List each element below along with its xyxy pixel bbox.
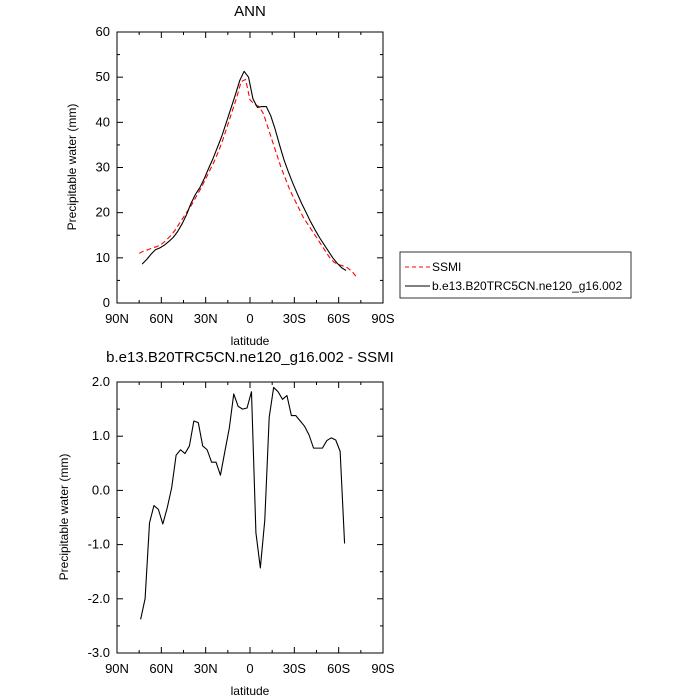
top-y-tick-label: 20: [96, 205, 110, 220]
top-y-tick-label: 40: [96, 114, 110, 129]
bottom-x-tick-label: 90S: [371, 661, 394, 676]
bottom-axis-ticks: 90N 60N 30N 0 30S 60S 90S 2.0 1.0 0.0 -1.0 -2.0 -3.0: [88, 374, 395, 676]
top-chart-title: ANN: [234, 3, 266, 20]
top-y-tick-label: 30: [96, 160, 110, 175]
top-x-tick-label: 0: [246, 311, 253, 326]
top-series-line-0: [138, 78, 357, 278]
bottom-y-tick-label: -3.0: [88, 645, 110, 660]
top-series-line-1: [141, 70, 347, 271]
bottom-y-tick-label: -1.0: [88, 537, 110, 552]
top-y-tick-label: 50: [96, 69, 110, 84]
top-panel: ANN 90N 60N 30N 0 30S 60S 90S 0 10 20 30 40 50 60 lat…: [65, 3, 395, 348]
top-y-tick-label: 10: [96, 250, 110, 265]
top-y-axis-title: Precipitable water (mm): [65, 104, 79, 231]
top-axis-ticks: 90N 60N 30N 0 30S 60S 90S 0 10 20 30 40 50 60: [96, 24, 395, 326]
bottom-x-axis-title: latitude: [231, 684, 270, 698]
top-x-tick-label: 60N: [149, 311, 173, 326]
bottom-x-tick-label: 0: [246, 661, 253, 676]
legend-label-ssmi: SSMI: [432, 260, 461, 274]
top-y-tick-label: 0: [103, 295, 110, 310]
bottom-x-tick-label: 30S: [283, 661, 306, 676]
top-plot-frame: [116, 31, 384, 304]
bottom-x-tick-label: 90N: [105, 661, 129, 676]
bottom-plot-frame: [116, 381, 384, 654]
bottom-series-lines: [140, 386, 346, 620]
top-series-lines: [138, 70, 357, 278]
top-x-tick-label: 30S: [283, 311, 306, 326]
top-x-axis-title: latitude: [231, 334, 270, 348]
top-x-tick-label: 60S: [327, 311, 350, 326]
bottom-y-tick-label: 0.0: [92, 482, 110, 497]
bottom-y-tick-label: 2.0: [92, 374, 110, 389]
legend-box: [399, 251, 632, 299]
bottom-x-tick-label: 60S: [327, 661, 350, 676]
bottom-series-line-0: [140, 386, 346, 620]
bottom-y-tick-label: 1.0: [92, 428, 110, 443]
bottom-chart-title: b.e13.B20TRC5CN.ne120_g16.002 - SSMI: [106, 349, 394, 366]
top-y-tick-label: 60: [96, 24, 110, 39]
bottom-y-tick-label: -2.0: [88, 591, 110, 606]
bottom-panel: b.e13.B20TRC5CN.ne120_g16.002 - SSMI 90N…: [57, 349, 395, 698]
legend: SSMI b.e13.B20TRC5CN.ne120_g16.002: [399, 251, 632, 299]
legend-label-model: b.e13.B20TRC5CN.ne120_g16.002: [432, 279, 622, 293]
bottom-x-tick-label: 60N: [149, 661, 173, 676]
top-x-tick-label: 30N: [194, 311, 218, 326]
bottom-x-tick-label: 30N: [194, 661, 218, 676]
top-x-tick-label: 90S: [371, 311, 394, 326]
top-x-tick-label: 90N: [105, 311, 129, 326]
bottom-y-axis-title: Precipitable water (mm): [57, 454, 71, 581]
